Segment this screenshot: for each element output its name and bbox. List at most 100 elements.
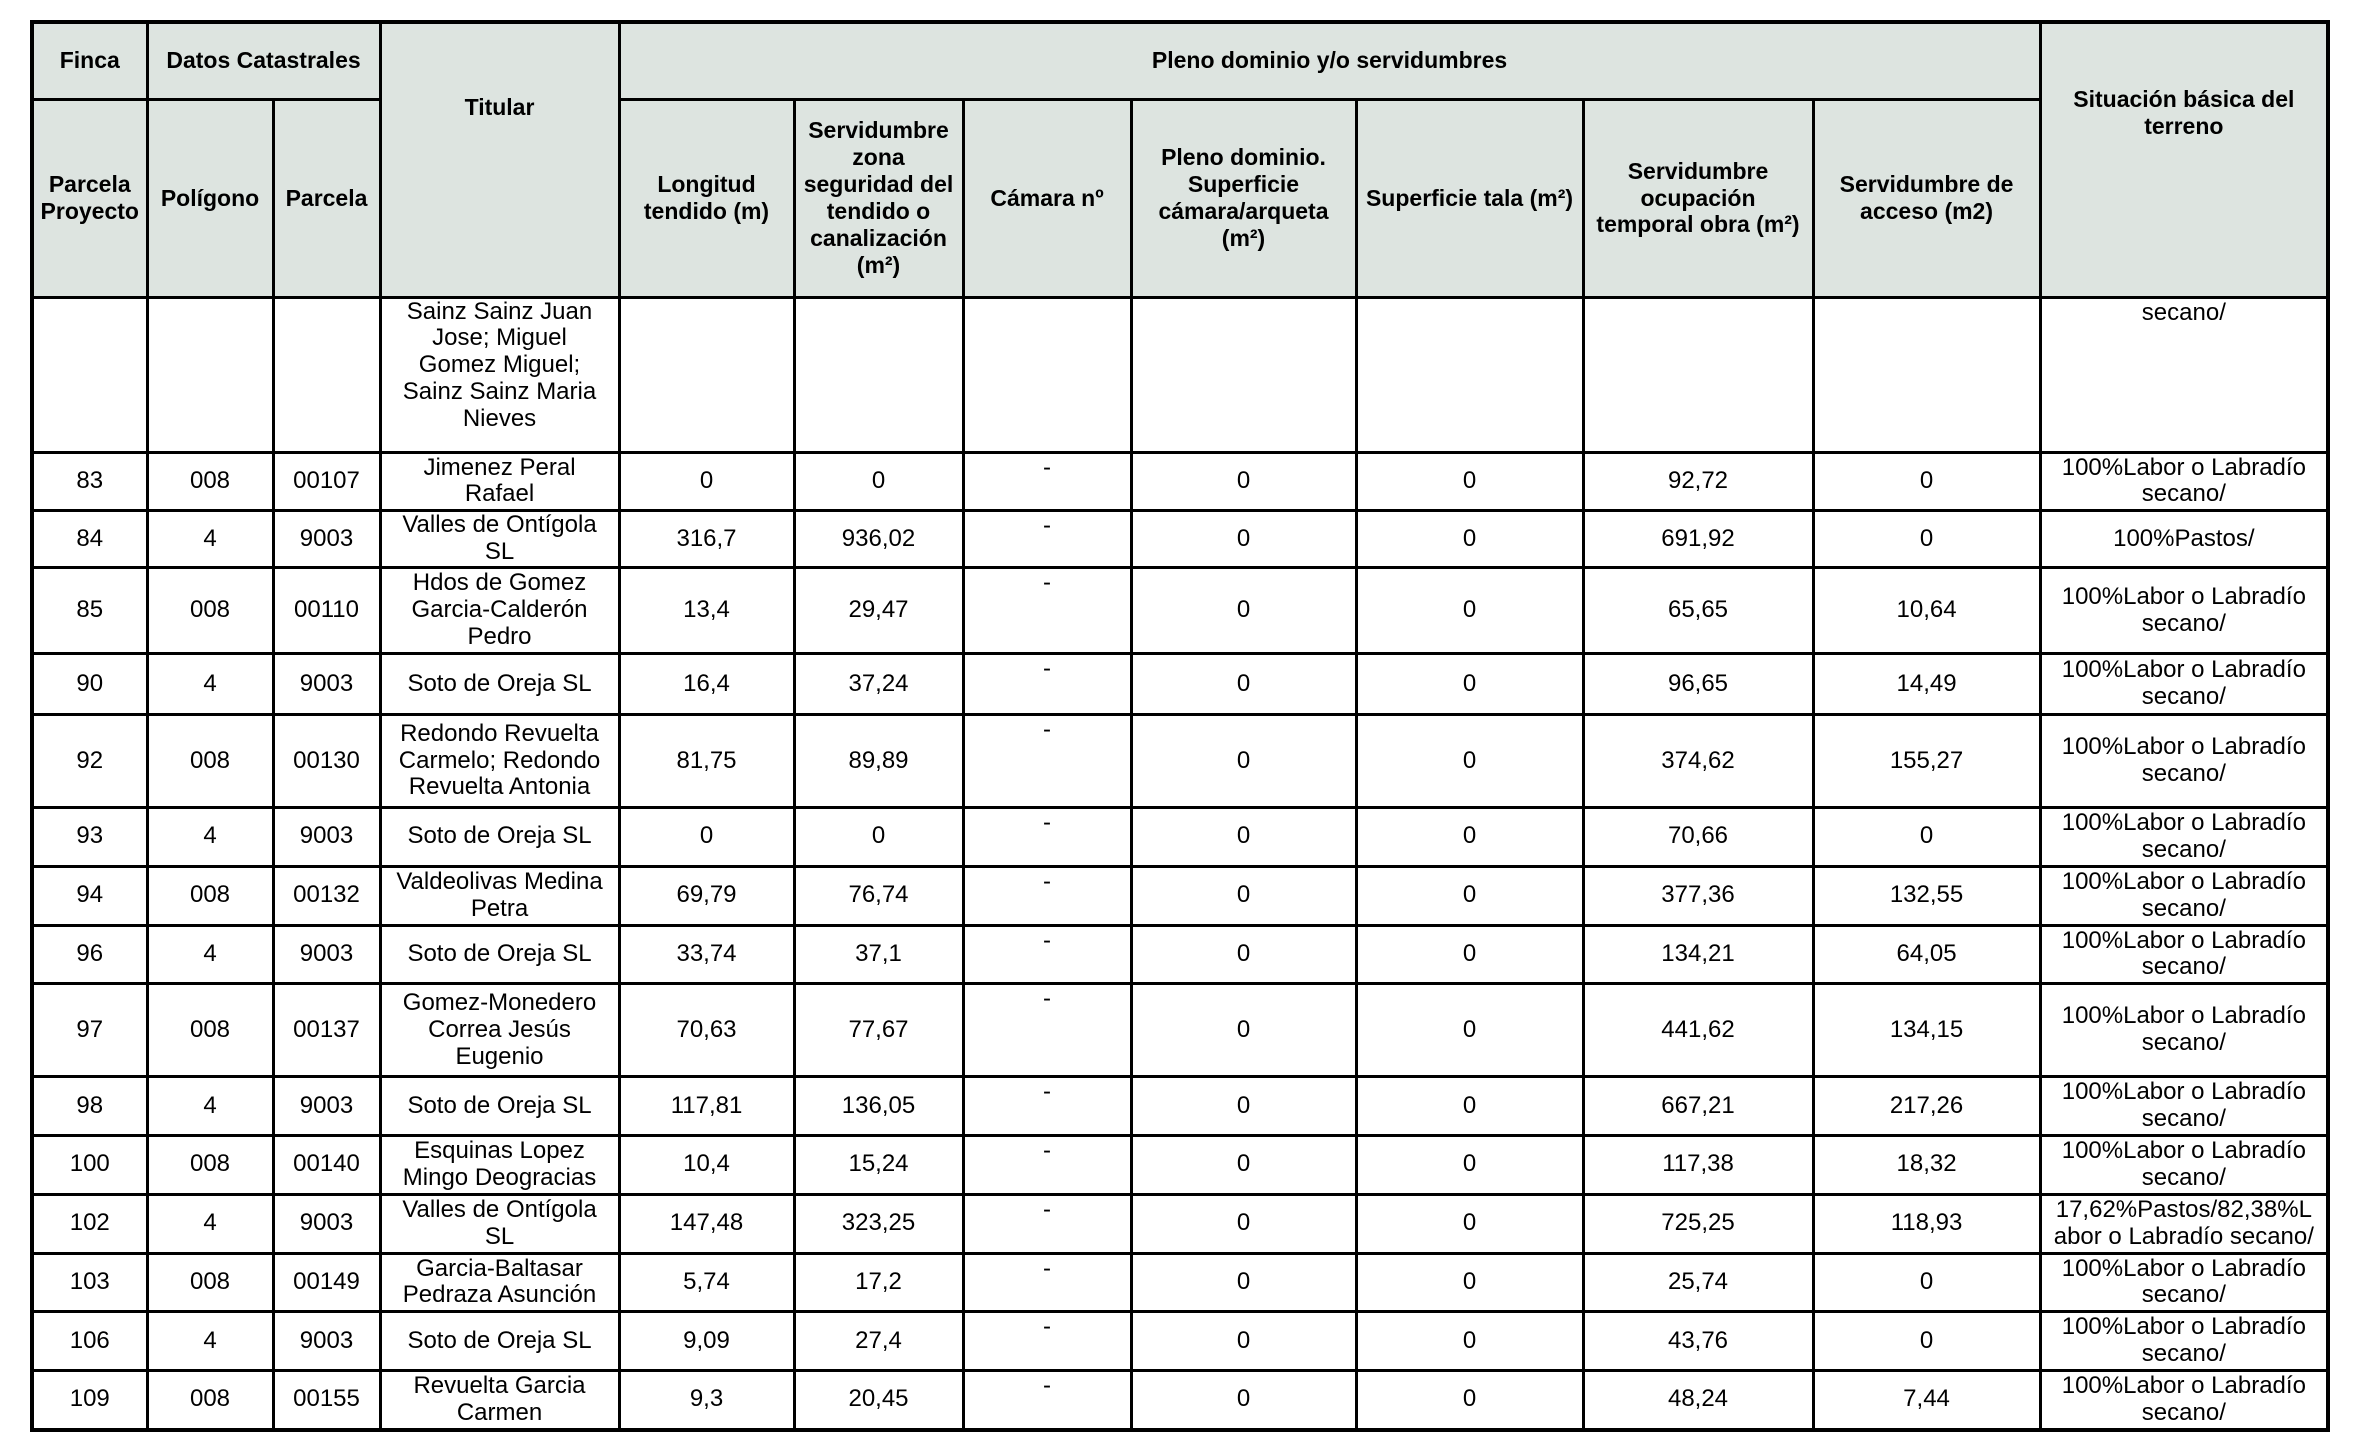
cell-titular: Valdeolivas Medina Petra — [378, 864, 621, 927]
cell-poligono: 008 — [145, 713, 275, 809]
cell-pleno-dominio: 0 — [1129, 806, 1358, 868]
cell-longitud-tendido: 5,74 — [617, 1251, 796, 1314]
cell-servidumbre-acceso: 14,49 — [1811, 652, 2042, 716]
cell-situacion: 100%Labor o Labradío secano/ — [2038, 982, 2330, 1079]
cell-situacion: 100%Labor o Labradío secano/ — [2038, 713, 2330, 809]
header-camara: Cámara nº — [961, 97, 1133, 299]
cell-parcela: 9003 — [271, 1310, 382, 1372]
cell-poligono: 008 — [145, 450, 275, 513]
cell-parcela-proyecto: 84 — [30, 509, 149, 569]
table-row: 109 008 00155 Revuelta Garcia Carmen 9,3… — [30, 1368, 2330, 1432]
cell-superficie-tala: 0 — [1354, 450, 1585, 513]
header-row-columns: Parcela Proyecto Polígono Parcela Longit… — [30, 97, 2328, 299]
cell-parcela: 00155 — [271, 1368, 382, 1432]
cell-titular: Soto de Oreja SL — [378, 1075, 621, 1137]
cell-parcela-proyecto: 106 — [30, 1310, 149, 1372]
table-row: 85 008 00110 Hdos de Gomez Garcia-Calder… — [30, 566, 2330, 655]
table-row: 106 4 9003 Soto de Oreja SL 9,09 27,4 - … — [30, 1310, 2330, 1372]
cell-titular: Valles de Ontígola SL — [378, 509, 621, 569]
cell-servidumbre-acceso: 0 — [1811, 509, 2042, 569]
cell-longitud-tendido: 33,74 — [617, 923, 796, 986]
cell-camara: - — [961, 1192, 1133, 1255]
table-row: Sainz Sainz Juan Jose; Miguel Gomez Migu… — [30, 295, 2330, 454]
cell-servidumbre-zona: 0 — [792, 450, 965, 513]
table-row: 102 4 9003 Valles de Ontígola SL 147,48 … — [30, 1192, 2330, 1255]
cell-servidumbre-acceso: 7,44 — [1811, 1368, 2042, 1432]
cell-parcela-proyecto: 92 — [30, 713, 149, 809]
cell-superficie-tala: 0 — [1354, 1251, 1585, 1314]
header-servidumbre-acceso: Servidumbre de acceso (m2) — [1811, 97, 2042, 299]
cell-servidumbre-acceso: 10,64 — [1811, 566, 2042, 655]
cell-pleno-dominio — [1129, 295, 1358, 454]
cell-longitud-tendido: 69,79 — [617, 864, 796, 927]
cell-parcela: 9003 — [271, 1075, 382, 1137]
table-row: 96 4 9003 Soto de Oreja SL 33,74 37,1 - … — [30, 923, 2330, 986]
cell-titular: Redondo Revuelta Carmelo; Redondo Revuel… — [378, 713, 621, 809]
cell-camara: - — [961, 864, 1133, 927]
cell-pleno-dominio: 0 — [1129, 982, 1358, 1079]
cell-ocupacion-temporal: 117,38 — [1581, 1134, 1815, 1196]
cell-superficie-tala: 0 — [1354, 713, 1585, 809]
cell-situacion: 100%Labor o Labradío secano/ — [2038, 1310, 2330, 1372]
cell-servidumbre-acceso: 132,55 — [1811, 864, 2042, 927]
table-sheet: Finca Datos Catastrales Titular Pleno do… — [30, 20, 2331, 1432]
cell-titular: Valles de Ontígola SL — [378, 1192, 621, 1255]
cell-pleno-dominio: 0 — [1129, 1192, 1358, 1255]
cell-longitud-tendido: 9,09 — [617, 1310, 796, 1372]
cell-superficie-tala: 0 — [1354, 806, 1585, 868]
cell-situacion: 100%Labor o Labradío secano/ — [2038, 1075, 2330, 1137]
cell-camara: - — [961, 1134, 1133, 1196]
cell-parcela-proyecto: 83 — [30, 450, 149, 513]
cell-parcela-proyecto: 103 — [30, 1251, 149, 1314]
cell-poligono: 008 — [145, 1134, 275, 1196]
table-row: 92 008 00130 Redondo Revuelta Carmelo; R… — [30, 713, 2330, 809]
cell-ocupacion-temporal: 92,72 — [1581, 450, 1815, 513]
cell-servidumbre-acceso: 18,32 — [1811, 1134, 2042, 1196]
cell-ocupacion-temporal: 96,65 — [1581, 652, 1815, 716]
cell-superficie-tala: 0 — [1354, 923, 1585, 986]
cell-camara: - — [961, 923, 1133, 986]
cell-parcela-proyecto: 93 — [30, 806, 149, 868]
cell-situacion: 100%Labor o Labradío secano/ — [2038, 806, 2330, 868]
cell-parcela: 00149 — [271, 1251, 382, 1314]
cell-longitud-tendido: 9,3 — [617, 1368, 796, 1432]
cell-parcela-proyecto: 94 — [30, 864, 149, 927]
cell-servidumbre-zona: 0 — [792, 806, 965, 868]
cell-poligono: 4 — [145, 1310, 275, 1372]
cell-ocupacion-temporal: 374,62 — [1581, 713, 1815, 809]
cell-ocupacion-temporal: 134,21 — [1581, 923, 1815, 986]
cell-ocupacion-temporal: 48,24 — [1581, 1368, 1815, 1432]
cell-poligono: 4 — [145, 1192, 275, 1255]
cell-camara: - — [961, 652, 1133, 716]
cell-camara: - — [961, 1075, 1133, 1137]
cell-pleno-dominio: 0 — [1129, 864, 1358, 927]
cell-situacion: 17,62%Pastos/82,38%Labor o Labradío seca… — [2038, 1192, 2330, 1255]
cell-superficie-tala: 0 — [1354, 652, 1585, 716]
cell-servidumbre-acceso: 0 — [1811, 450, 2042, 513]
cell-longitud-tendido: 81,75 — [617, 713, 796, 809]
header-parcela: Parcela — [271, 97, 382, 299]
cell-camara: - — [961, 713, 1133, 809]
cell-pleno-dominio: 0 — [1129, 1075, 1358, 1137]
header-poligono: Polígono — [145, 97, 275, 299]
cell-longitud-tendido: 117,81 — [617, 1075, 796, 1137]
cell-servidumbre-zona: 20,45 — [792, 1368, 965, 1432]
cell-parcela-proyecto: 90 — [30, 652, 149, 716]
cell-camara: - — [961, 982, 1133, 1079]
cell-ocupacion-temporal: 43,76 — [1581, 1310, 1815, 1372]
cell-servidumbre-zona: 15,24 — [792, 1134, 965, 1196]
header-pleno-dominio-group: Pleno dominio y/o servidumbres — [617, 20, 2042, 101]
table-row: 84 4 9003 Valles de Ontígola SL 316,7 93… — [30, 509, 2330, 569]
cell-longitud-tendido: 16,4 — [617, 652, 796, 716]
cell-superficie-tala: 0 — [1354, 1134, 1585, 1196]
cell-camara: - — [961, 509, 1133, 569]
cell-poligono: 008 — [145, 566, 275, 655]
cell-superficie-tala: 0 — [1354, 566, 1585, 655]
cell-superficie-tala: 0 — [1354, 1310, 1585, 1372]
cell-parcela: 00110 — [271, 566, 382, 655]
cell-servidumbre-zona: 17,2 — [792, 1251, 965, 1314]
cell-servidumbre-zona — [792, 295, 965, 454]
cell-parcela-proyecto: 109 — [30, 1368, 149, 1432]
cell-pleno-dominio: 0 — [1129, 450, 1358, 513]
cell-ocupacion-temporal: 70,66 — [1581, 806, 1815, 868]
